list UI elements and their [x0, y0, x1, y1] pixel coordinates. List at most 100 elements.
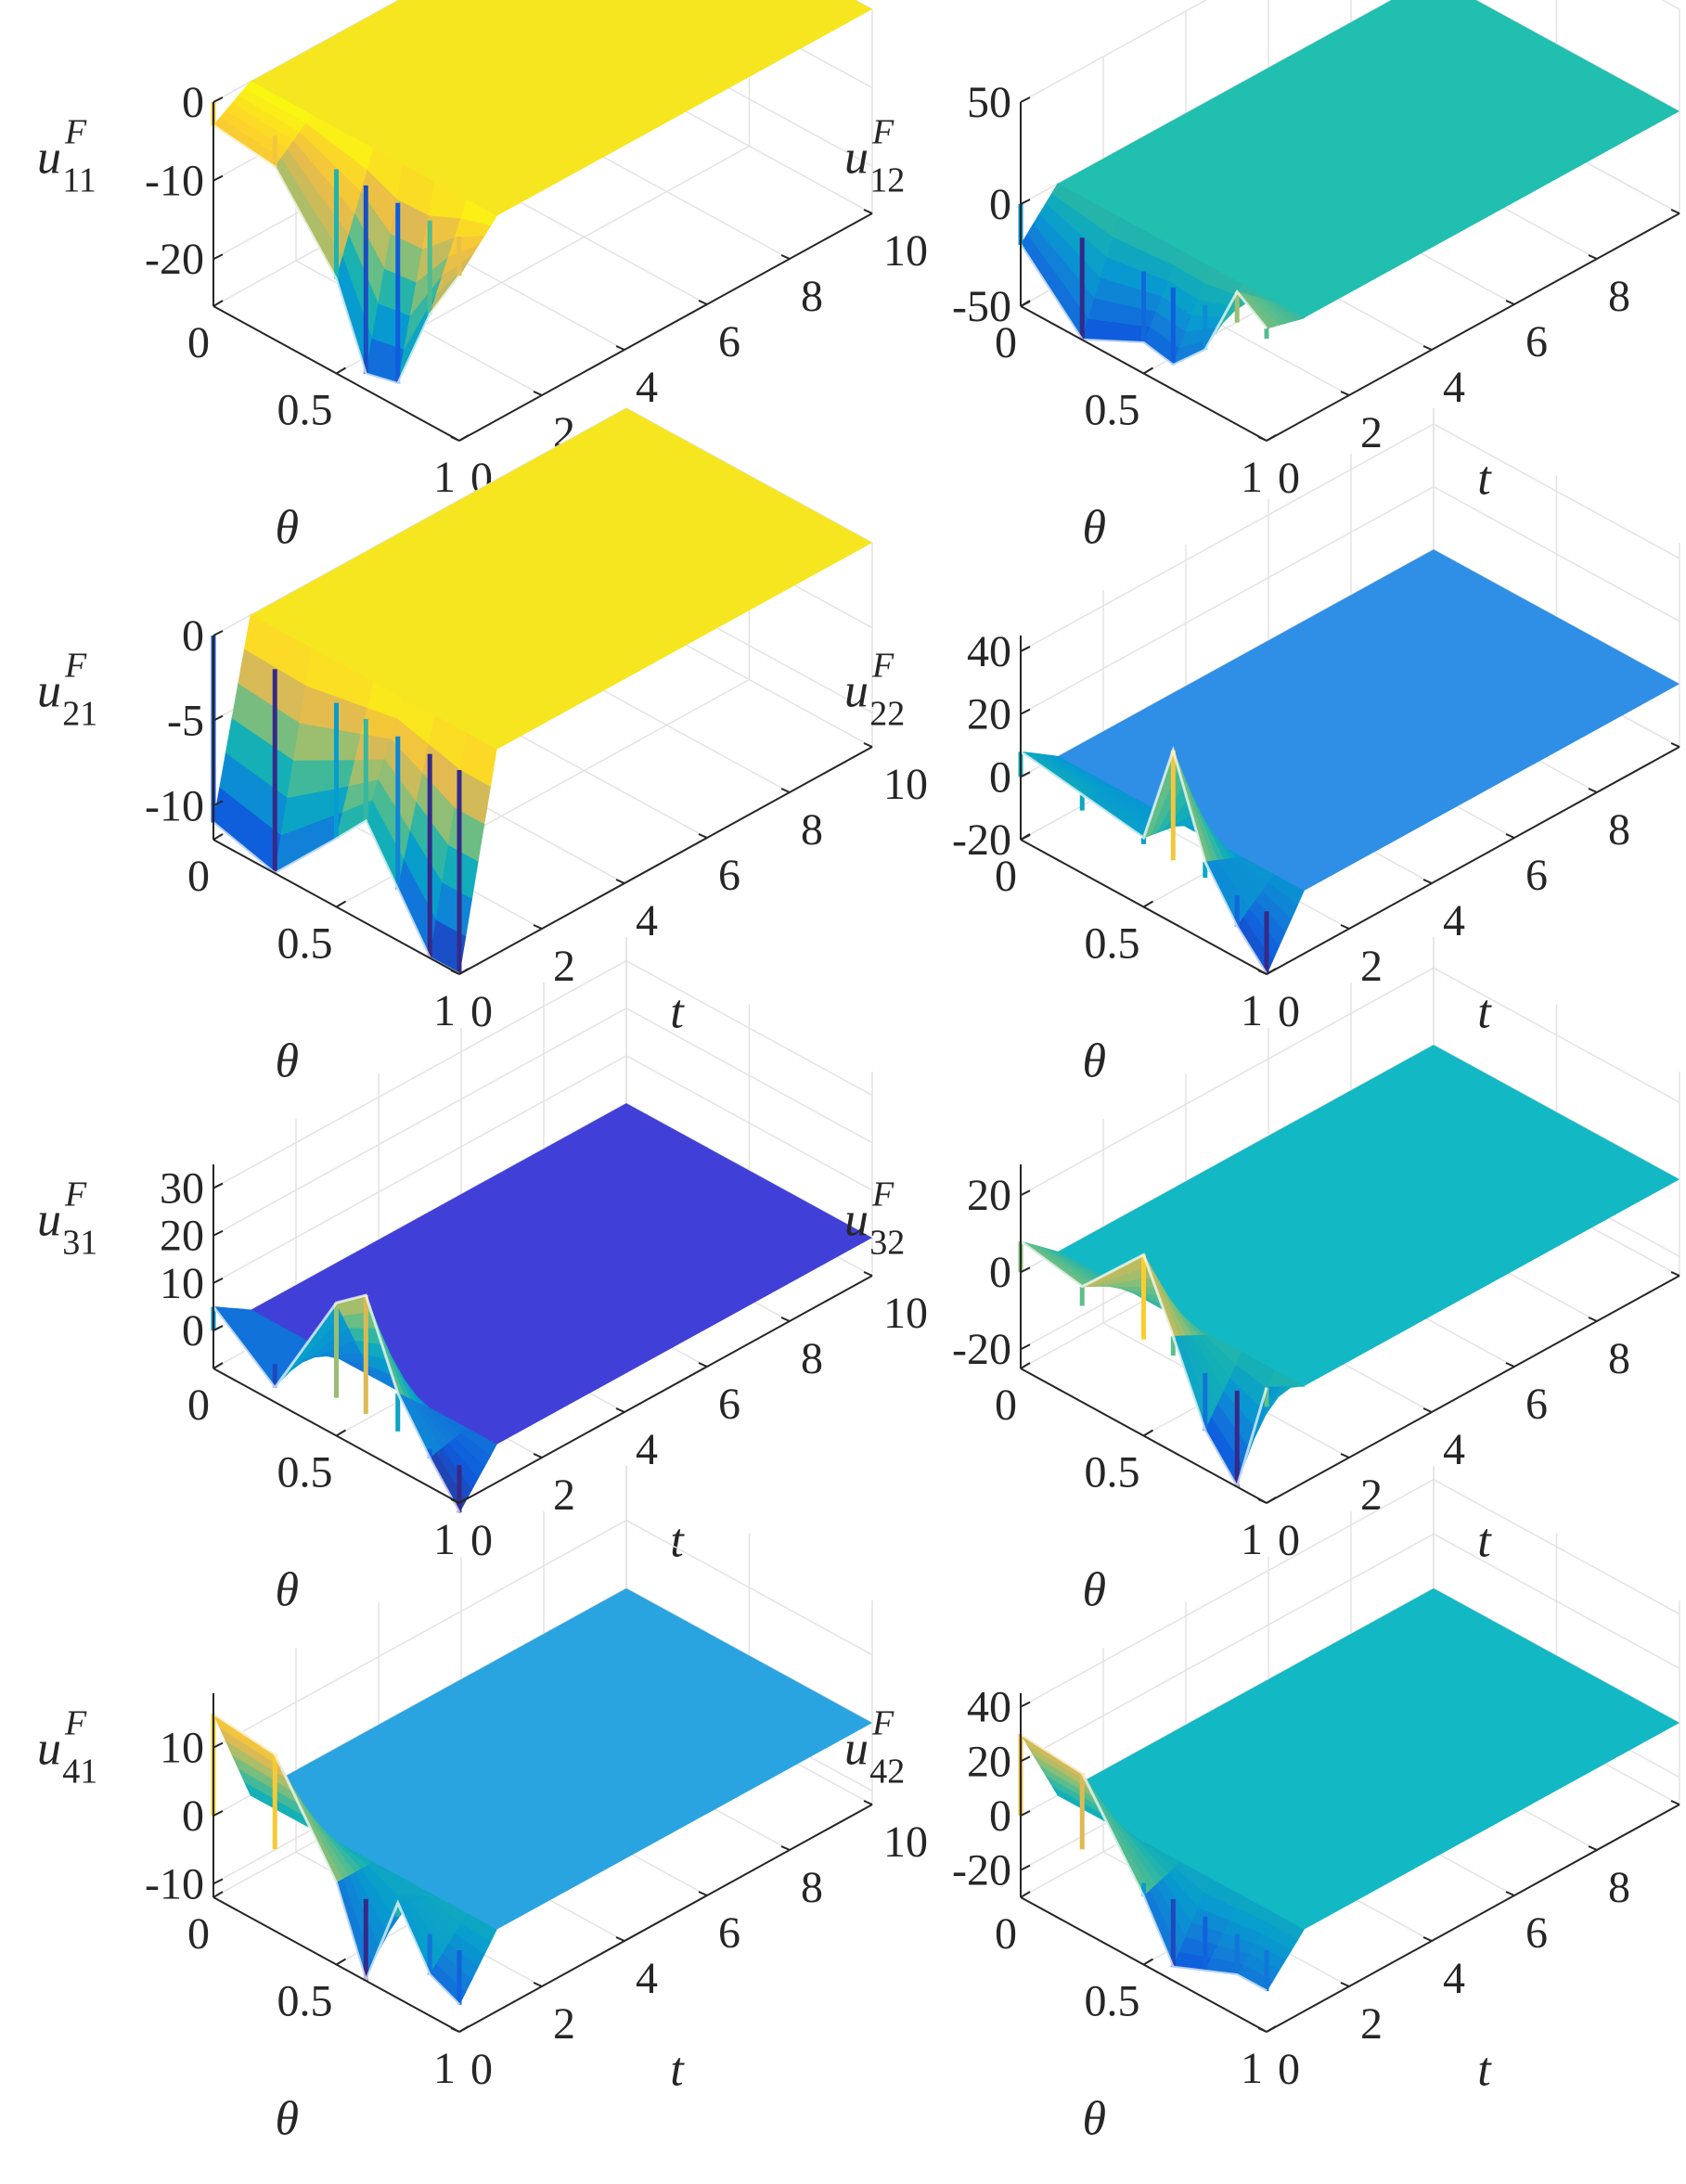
surface-plane [1058, 0, 1680, 318]
theta-tick [1020, 1362, 1031, 1369]
theta-tick [1020, 1891, 1031, 1898]
grid-line [212, 1102, 627, 1331]
theta-tick [1020, 300, 1031, 307]
z-tick [1020, 199, 1031, 205]
t-tick-label: 6 [718, 1380, 740, 1429]
z-tick-label: 0 [989, 1248, 1011, 1297]
t-tick-label: 10 [883, 226, 928, 276]
z-tick-label: 40 [967, 1683, 1011, 1732]
theta-tick-label: 1 [433, 986, 456, 1035]
t-tick [1670, 1800, 1680, 1805]
t-tick [1588, 1317, 1598, 1322]
theta-axis-label: θ [1082, 1563, 1106, 1616]
theta-tick [1142, 1429, 1154, 1437]
z-tick [1020, 1701, 1031, 1708]
z-tick [1020, 96, 1031, 103]
z-axis-label: u F 21 [37, 646, 97, 733]
t-tick-label: 8 [1608, 1863, 1630, 1912]
t-axis-label: t [670, 1515, 685, 1568]
t-tick-label: 4 [1443, 1425, 1465, 1474]
theta-tick-label: 0.5 [1085, 386, 1140, 435]
z-tick-label: -20 [952, 1846, 1011, 1895]
theta-tick-label: 0.5 [1085, 1448, 1140, 1497]
z-tick [212, 174, 224, 182]
theta-axis-label: θ [1082, 501, 1106, 554]
z-tick [1020, 708, 1031, 715]
z-tick-label: -50 [952, 282, 1011, 331]
z-tick-label: -10 [145, 781, 204, 830]
z-tick-label: 30 [160, 1164, 204, 1214]
t-tick [780, 788, 791, 793]
z-tick-label: 20 [160, 1212, 204, 1261]
t-tick-label: 8 [1608, 272, 1630, 321]
z-tick-label: 20 [967, 690, 1011, 739]
surface-plane [1058, 549, 1680, 892]
theta-tick-label: 1 [1241, 2044, 1263, 2093]
theta-tick-label: 1 [433, 2044, 456, 2093]
z-tick-label: 20 [967, 1737, 1011, 1786]
z-tick [212, 1325, 224, 1331]
theta-tick-label: 1 [1241, 986, 1263, 1035]
z-axis-label: u F 32 [844, 1175, 905, 1262]
t-tick-label: 6 [718, 317, 740, 366]
t-tick [863, 742, 873, 748]
t-tick [1257, 1498, 1268, 1504]
t-tick-label: 10 [883, 1818, 928, 1867]
profile-line [212, 124, 461, 386]
grid-line [212, 407, 627, 636]
t-tick [1257, 2027, 1268, 2033]
grid-line [212, 1008, 627, 1237]
t-tick [1505, 1891, 1515, 1896]
profile-line [1020, 1732, 1268, 1993]
theta-tick [1266, 2025, 1277, 2033]
t-tick-label: 4 [636, 1954, 658, 2003]
z-tick-label: 0 [989, 752, 1011, 802]
t-tick-label: 6 [1525, 317, 1548, 366]
theta-tick [1266, 968, 1277, 975]
t-axis-label: t [670, 986, 685, 1039]
z-tick [212, 1741, 224, 1749]
z-tick [1020, 1810, 1031, 1817]
grid-line [1020, 1533, 1435, 1762]
t-axis [1266, 1804, 1680, 2033]
theta-tick [1142, 900, 1154, 908]
t-tick [1422, 345, 1433, 351]
z-tick [212, 253, 224, 261]
z-tick [1020, 646, 1031, 652]
t-tick-label: 4 [1443, 1954, 1465, 2003]
t-tick [863, 1800, 873, 1805]
z-tick [212, 96, 224, 103]
t-tick [450, 2027, 460, 2033]
z-tick-label: 0 [182, 1792, 204, 1841]
theta-tick [212, 300, 224, 307]
t-axis [458, 1275, 873, 1504]
z-tick-label: 10 [160, 1724, 204, 1773]
t-tick [1670, 1271, 1680, 1277]
t-tick [863, 1271, 873, 1277]
t-tick [1505, 300, 1515, 305]
t-tick [1257, 436, 1268, 442]
theta-tick-label: 0 [995, 1909, 1017, 1959]
profile-line [212, 1293, 461, 1513]
surface-plane [1058, 1045, 1680, 1387]
theta-tick-label: 0 [995, 318, 1017, 367]
t-tick-label: 0 [470, 1516, 493, 1565]
grid-line [1020, 0, 1208, 103]
t-tick [615, 345, 625, 351]
theta-tick-label: 0.5 [277, 1448, 333, 1497]
theta-axis-label: θ [275, 501, 299, 554]
theta-tick-label: 0.5 [277, 386, 333, 435]
t-tick-label: 4 [636, 896, 658, 945]
t-tick-label: 2 [1360, 1999, 1383, 2049]
t-tick-label: 6 [1525, 1380, 1548, 1429]
t-tick-label: 4 [636, 1425, 658, 1474]
z-tick [212, 1878, 224, 1885]
t-axis [458, 212, 873, 442]
t-tick-label: 6 [1525, 851, 1548, 900]
t-tick [1505, 1362, 1515, 1368]
z-tick [212, 800, 224, 807]
profile-line [1020, 745, 1268, 975]
